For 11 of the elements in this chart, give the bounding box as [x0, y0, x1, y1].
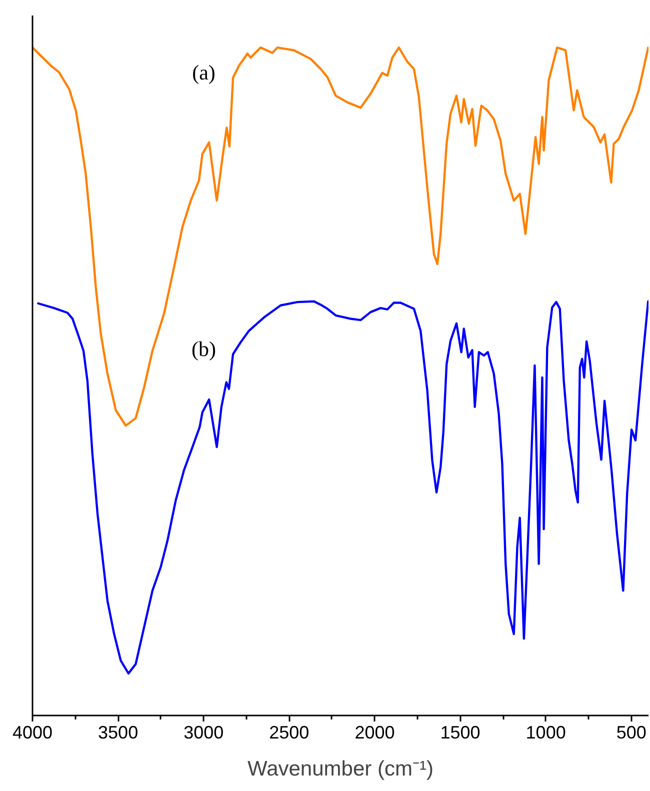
series-label: (a) [192, 60, 216, 85]
x-tick-label: 500 [616, 722, 646, 742]
x-tick-label: 4000 [12, 722, 53, 742]
x-tick-label: 2000 [354, 722, 395, 742]
x-tick-label: 3000 [184, 722, 224, 742]
series-label: (b) [192, 337, 216, 362]
x-tick-label: 2500 [269, 722, 310, 742]
x-tick-label: 3500 [98, 722, 138, 742]
x-tick-label: 1500 [440, 722, 480, 742]
x-axis-title: Wavenumber (cm⁻¹) [248, 758, 434, 780]
x-tick-label: 1000 [526, 722, 566, 742]
